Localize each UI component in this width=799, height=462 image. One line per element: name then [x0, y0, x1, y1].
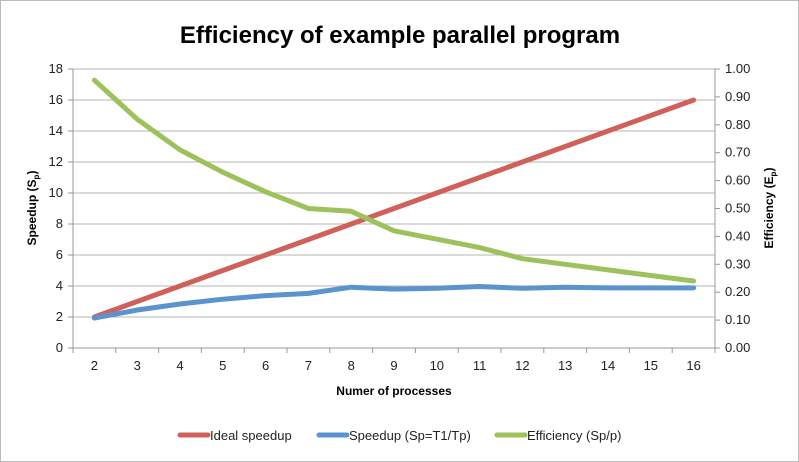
x-tick-label: 13 [558, 358, 572, 373]
y-tick-label: 6 [56, 247, 63, 262]
legend-label: Efficiency (Sp/p) [527, 428, 621, 443]
x-tick-label: 7 [305, 358, 312, 373]
x-tick-label: 2 [91, 358, 98, 373]
y2-tick-label: 0.00 [725, 340, 750, 355]
y-tick-label: 2 [56, 309, 63, 324]
series-lines [91, 77, 697, 321]
y-tick-label: 14 [49, 123, 63, 138]
x-axis-label: Numer of processes [336, 384, 452, 398]
x-tick-label: 15 [644, 358, 658, 373]
y2-tick-label: 0.30 [725, 256, 750, 271]
y-tick-label: 10 [49, 185, 63, 200]
y-tick-label: 12 [49, 154, 63, 169]
x-tick-label: 8 [348, 358, 355, 373]
y-tick-label: 18 [49, 61, 63, 76]
y2-tick-label: 0.70 [725, 145, 750, 160]
y-tick-label: 16 [49, 92, 63, 107]
x-tick-label: 14 [601, 358, 615, 373]
x-tick-label: 6 [262, 358, 269, 373]
y-tick-label: 0 [56, 340, 63, 355]
y2-tick-label: 0.50 [725, 201, 750, 216]
x-tick-label: 9 [390, 358, 397, 373]
x-tick-label: 3 [134, 358, 141, 373]
x-tick-label: 4 [176, 358, 183, 373]
legend: Ideal speedup Speedup (Sp=T1/Tp) Efficienc… [177, 428, 621, 443]
y2-tick-label: 0.10 [725, 312, 750, 327]
series-line-2 [91, 77, 697, 284]
y2-tick-label: 1.00 [725, 61, 750, 76]
axes: 0 2 4 6 8 10 12 14 16 18 0.00 0.10 0.20 0.30 0.40 0.50 0… [49, 61, 751, 373]
x-tick-label: 11 [473, 358, 487, 373]
x-tick-label: 10 [430, 358, 444, 373]
x-tick-label: 5 [219, 358, 226, 373]
y2-tick-label: 0.20 [725, 284, 750, 299]
y2-tick-label: 0.80 [725, 117, 750, 132]
chart-title: Efficiency of example parallel program [180, 22, 620, 49]
y-tick-label: 4 [56, 278, 63, 293]
legend-label: Ideal speedup [210, 428, 292, 443]
y2-axis-label: Efficiency (Ep) [762, 168, 778, 249]
y2-tick-label: 0.90 [725, 89, 750, 104]
x-tick-label: 16 [686, 358, 700, 373]
y2-tick-label: 0.40 [725, 228, 750, 243]
y2-tick-label: 0.60 [725, 173, 750, 188]
x-tick-label: 12 [515, 358, 529, 373]
series-line-1 [91, 284, 697, 321]
series-line-0 [91, 97, 697, 320]
y-tick-label: 8 [56, 216, 63, 231]
y-axis-label: Speedup (Sp) [25, 171, 41, 246]
legend-label: Speedup (Sp=T1/Tp) [349, 428, 471, 443]
